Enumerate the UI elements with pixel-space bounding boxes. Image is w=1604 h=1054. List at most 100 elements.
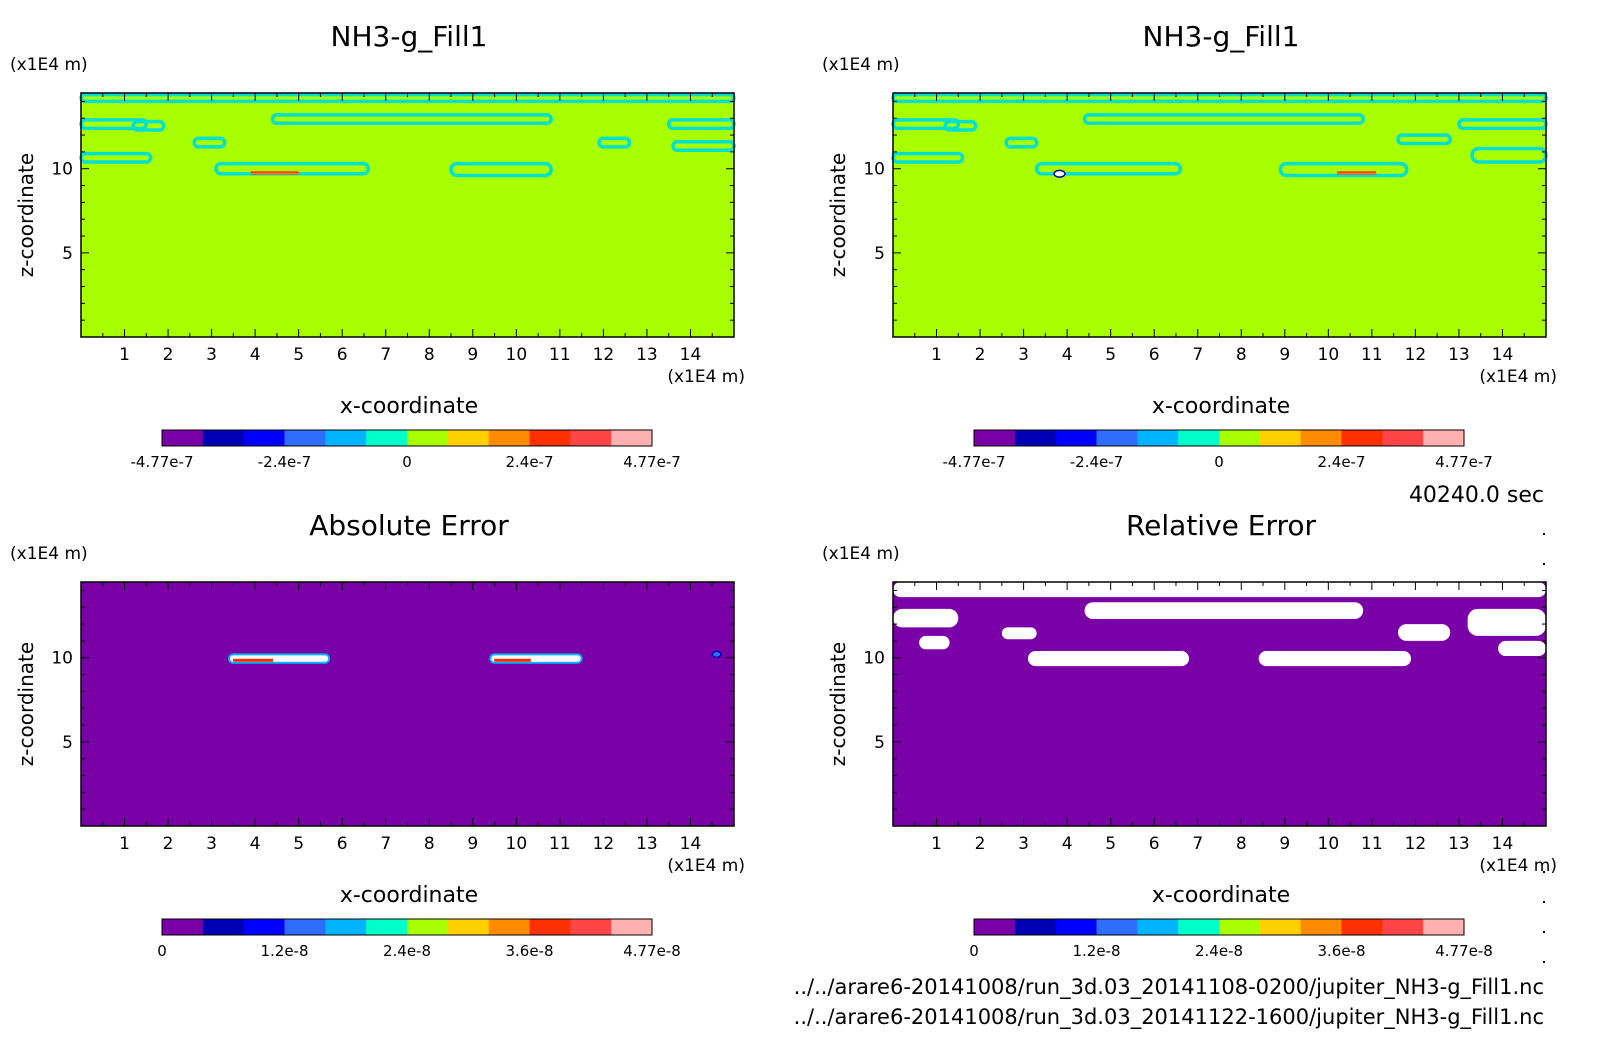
colorbar-swatch (202, 919, 245, 935)
x-tick-label: 9 (467, 834, 478, 854)
error-region (893, 608, 959, 628)
x-tick-label: 10 (506, 345, 528, 365)
contour-band (943, 119, 978, 132)
colorbar-swatch (284, 919, 326, 935)
file-path-1: ../../arare6-20141008/run_3d.03_20141108… (794, 975, 1544, 1000)
colorbar: 0 1.2e-8 2.4e-8 3.6e-8 4.77e-8 (969, 918, 1493, 960)
colorbar-tick-label: -2.4e-7 (1070, 453, 1123, 471)
colorbar-swatch (1137, 919, 1179, 935)
colorbar-tick-label: -4.77e-7 (943, 453, 1006, 471)
colorbar-swatch (243, 919, 285, 935)
x-unit-label: (x1E4 m) (1479, 367, 1557, 387)
contour-peak-edge (250, 173, 299, 174)
x-tick-label: 3 (1018, 345, 1029, 365)
colorbar-swatch (1300, 919, 1342, 935)
x-tick-label: 14 (680, 345, 702, 365)
x-unit-label: (x1E4 m) (1479, 856, 1557, 876)
x-tick-label: 11 (1361, 834, 1383, 854)
colorbar-swatch (529, 919, 571, 935)
colorbar-tick-label: 4.77e-7 (1435, 453, 1493, 471)
colorbar-swatch (366, 919, 408, 935)
x-tick-label: 11 (549, 834, 571, 854)
x-tick-label: 5 (1105, 834, 1116, 854)
x-tick-label: 14 (1492, 345, 1514, 365)
colorbar-swatch (1423, 430, 1465, 446)
contour-band (1278, 161, 1409, 178)
x-tick-label: 5 (293, 834, 304, 854)
x-tick-label: 12 (593, 345, 615, 365)
x-tick-label: 2 (163, 834, 174, 854)
x-tick-label: 2 (975, 834, 986, 854)
x-tick-label: 3 (1018, 834, 1029, 854)
colorbar-swatch (488, 430, 530, 446)
contour-spot (711, 650, 722, 659)
panel-title: NH3-g_Fill1 (331, 20, 488, 53)
x-tick-label: 3 (206, 345, 217, 365)
x-tick-label: 6 (1149, 834, 1160, 854)
panel-title: Relative Error (1126, 509, 1317, 542)
x-tick-label: 12 (1405, 345, 1427, 365)
colorbar-tick-label: 1.2e-8 (260, 942, 308, 960)
colorbar-tick-label: 1.2e-8 (1072, 942, 1120, 960)
margin-dots (1543, 533, 1545, 963)
colorbar-tick-label: 0 (402, 453, 412, 471)
colorbar-tick-label: 4.77e-7 (623, 453, 681, 471)
colorbar-swatch (1341, 430, 1383, 446)
x-tick-label: 12 (1405, 834, 1427, 854)
x-tick-label: 6 (337, 834, 348, 854)
x-tick-label: 8 (424, 834, 435, 854)
colorbar-frame (973, 918, 1465, 936)
time-label: 40240.0 sec (1409, 483, 1544, 508)
colorbar-swatch (1300, 430, 1342, 446)
x-tick-label: 1 (119, 345, 130, 365)
error-region (1397, 624, 1451, 641)
z-tick-label: 5 (62, 244, 73, 264)
x-tick-label: 13 (636, 345, 658, 365)
colorbar-tick-label: 4.77e-8 (623, 942, 681, 960)
x-tick-label: 5 (1105, 345, 1116, 365)
contour-band (131, 119, 166, 132)
x-tick-label: 13 (636, 834, 658, 854)
x-tick-label: 13 (1448, 345, 1470, 365)
panel-title: Absolute Error (309, 509, 509, 542)
x-tick-label: 9 (467, 345, 478, 365)
colorbar-swatch (529, 430, 571, 446)
colorbar-swatch (243, 430, 285, 446)
x-unit-label: (x1E4 m) (667, 856, 745, 876)
colorbar-swatch (1096, 430, 1138, 446)
colorbar-swatch (974, 919, 1016, 935)
panel-3: Absolute Error(x1E4 m)1 2 3 4 5 6 7 8 9 10 11 12 13 1… (10, 509, 745, 960)
field-background (81, 582, 734, 826)
colorbar-swatch (570, 919, 612, 935)
error-region (1258, 650, 1412, 667)
z-axis-label: z-coordinate (826, 642, 850, 766)
colorbar-tick-label: 0 (1214, 453, 1224, 471)
colorbar-swatch (407, 430, 449, 446)
colorbar-swatch (407, 919, 449, 935)
x-tick-label: 4 (250, 345, 261, 365)
colorbar: -4.77e-7 -2.4e-7 0 2.4e-7 4.77e-7 (131, 429, 681, 471)
x-tick-label: 13 (1448, 834, 1470, 854)
contour-band (449, 161, 553, 178)
colorbar-swatch (611, 919, 653, 935)
error-region (1467, 608, 1546, 636)
colorbar-swatch (202, 430, 245, 446)
colorbar-swatch (325, 430, 367, 446)
x-tick-label: 2 (163, 345, 174, 365)
colorbar-tick-label: 2.4e-7 (1317, 453, 1365, 471)
colorbar-tick-label: 2.4e-8 (1195, 942, 1243, 960)
colorbar-tick-label: 0 (969, 942, 979, 960)
x-tick-label: 14 (680, 834, 702, 854)
x-tick-label: 4 (1062, 345, 1073, 365)
colorbar-swatch (1178, 430, 1220, 446)
colorbar-swatch (1219, 919, 1261, 935)
panel-1: NH3-g_Fill1(x1E4 m)1 2 3 4 5 6 7 8 9 10 11 12 13 1451… (10, 20, 745, 471)
x-tick-label: 8 (1236, 345, 1247, 365)
x-tick-label: 9 (1279, 834, 1290, 854)
x-tick-label: 4 (1062, 834, 1073, 854)
z-unit-label: (x1E4 m) (10, 55, 88, 75)
z-tick-label: 5 (874, 244, 885, 264)
z-tick-label: 10 (51, 649, 73, 669)
field-background (81, 93, 734, 337)
contour-band (1082, 113, 1365, 126)
